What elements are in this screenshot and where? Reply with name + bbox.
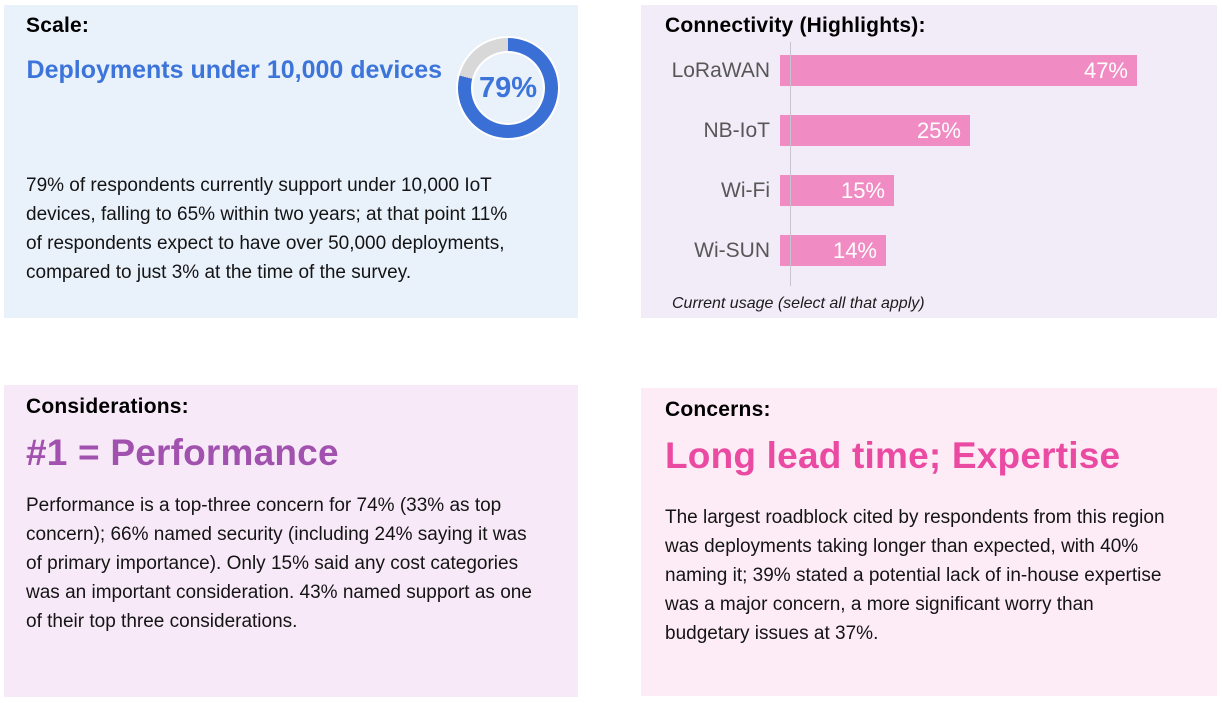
bar-nbiot: 25% <box>780 115 970 146</box>
connectivity-bar-chart: LoRaWAN 47% NB-IoT 25% Wi-Fi 15% Wi-SUN <box>665 42 1217 313</box>
bar-value-label: 25% <box>916 117 961 143</box>
bar-value-label: 47% <box>1083 57 1128 83</box>
bar-category-label: LoRaWAN <box>671 58 770 82</box>
bar-wifi: 15% <box>780 175 894 206</box>
considerations-body-text: Performance is a top-three concern for 7… <box>26 495 532 632</box>
donut-chart: 79% <box>458 38 558 138</box>
panel-considerations: Considerations: #1 = Performance Perform… <box>4 385 578 697</box>
bar-category-label: Wi-SUN <box>694 238 770 262</box>
chart-caption: Current usage (select all that apply) <box>672 295 925 312</box>
scale-heading: Scale: <box>26 14 90 37</box>
bar-value-label: 14% <box>832 237 877 263</box>
chart-axis-line <box>790 42 791 286</box>
bar-row-wifi: Wi-Fi 15% <box>665 175 1217 206</box>
panel-concerns: Concerns: Long lead time; Expertise The … <box>641 388 1217 696</box>
bar-wisun: 14% <box>780 235 886 266</box>
bar-lorawan: 47% <box>780 55 1137 86</box>
bar-row-lorawan: LoRaWAN 47% <box>665 55 1217 86</box>
scale-top-row: Deployments under 10,000 devices 79% <box>26 38 558 138</box>
scale-subheading: Deployments under 10,000 devices <box>26 56 442 84</box>
concerns-heading: Concerns: <box>665 398 771 421</box>
scale-body-text: 79% of respondents currently support und… <box>26 175 508 283</box>
bar-value-label: 15% <box>840 177 885 203</box>
donut-hole: 79% <box>473 53 543 123</box>
panel-scale: Scale: Deployments under 10,000 devices … <box>4 5 578 318</box>
bar-row-wisun: Wi-SUN 14% <box>665 235 1217 266</box>
connectivity-heading: Connectivity (Highlights): <box>665 14 926 37</box>
concerns-body-text: The largest roadblock cited by responden… <box>665 507 1165 644</box>
panel-connectivity: Connectivity (Highlights): LoRaWAN 47% N… <box>641 5 1217 318</box>
concerns-headline: Long lead time; Expertise <box>665 435 1121 476</box>
donut-value-label: 79% <box>478 71 538 104</box>
bar-category-label: NB-IoT <box>703 118 770 142</box>
bar-category-label: Wi-Fi <box>721 178 770 202</box>
considerations-heading: Considerations: <box>26 395 189 418</box>
bar-row-nbiot: NB-IoT 25% <box>665 115 1217 146</box>
considerations-headline: #1 = Performance <box>26 432 339 473</box>
